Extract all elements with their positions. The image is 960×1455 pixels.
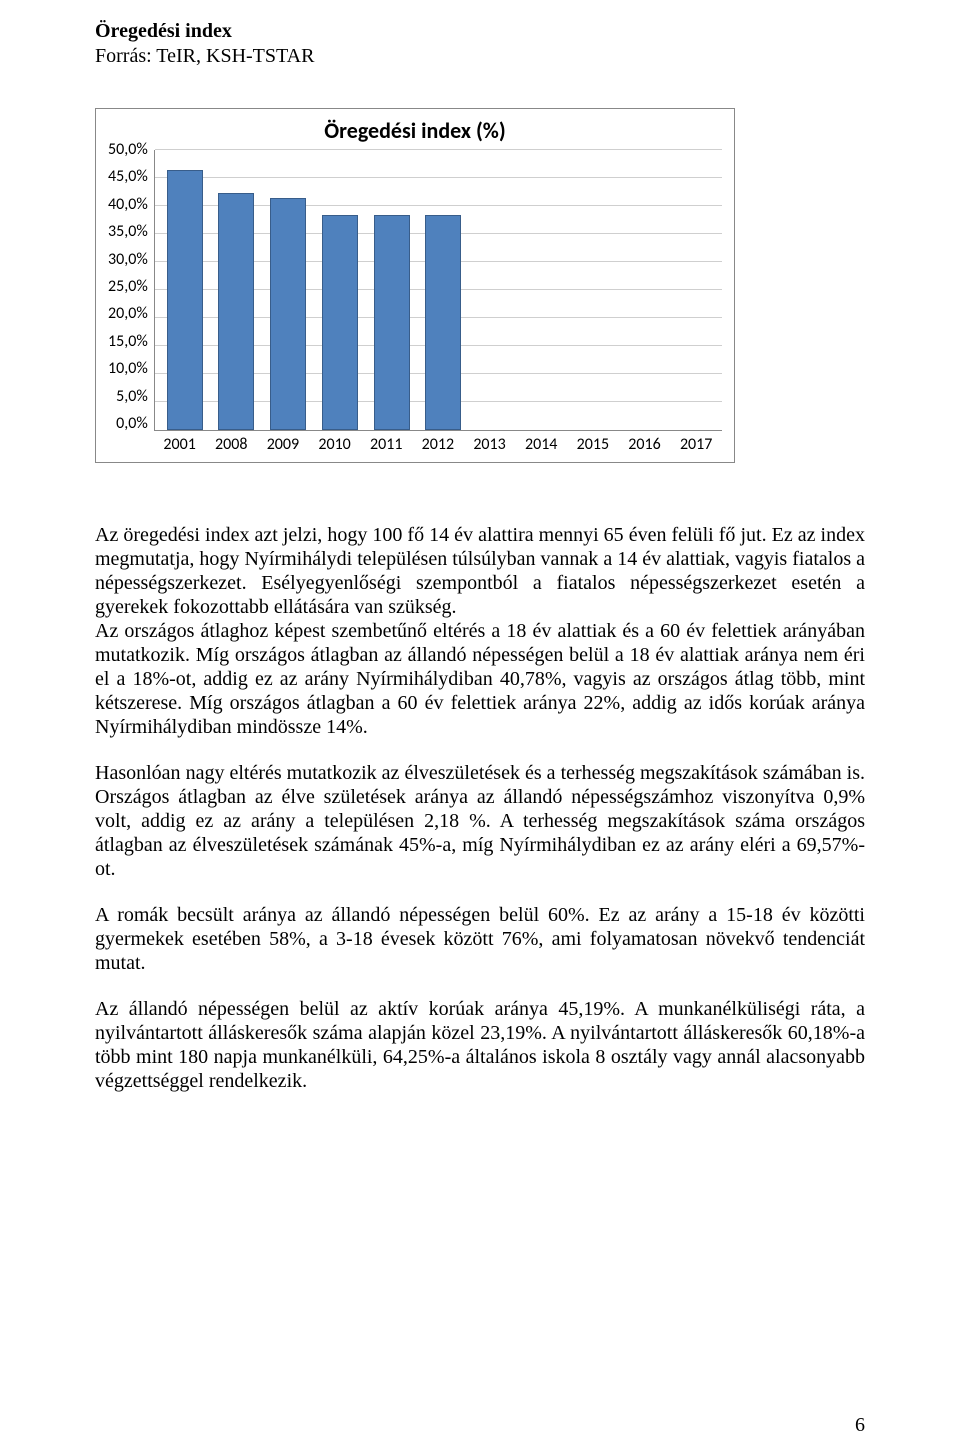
chart-bar xyxy=(425,215,461,430)
y-tick-label: 40,0% xyxy=(108,197,148,213)
body-paragraph-3: A romák becsült aránya az állandó népess… xyxy=(95,903,865,975)
chart-x-axis: 2001 2008 2009 2010 2011 2012 2013 2014 2015 2016… xyxy=(154,431,722,454)
source-line: Forrás: TeIR, KSH-TSTAR xyxy=(95,45,865,68)
y-tick-label: 30,0% xyxy=(108,252,148,268)
body-paragraph-1: Az öregedési index azt jelzi, hogy 100 f… xyxy=(95,523,865,739)
page-number: 6 xyxy=(855,1414,865,1437)
x-tick-label: 2015 xyxy=(576,435,610,454)
x-tick-label: 2008 xyxy=(214,435,248,454)
y-tick-label: 5,0% xyxy=(108,389,148,405)
chart-bar xyxy=(322,215,358,430)
x-tick-label: 2014 xyxy=(524,435,558,454)
chart-title: Öregedési index (%) xyxy=(108,117,722,144)
y-tick-label: 35,0% xyxy=(108,224,148,240)
body-paragraph-2: Hasonlóan nagy eltérés mutatkozik az élv… xyxy=(95,761,865,881)
x-tick-label: 2012 xyxy=(421,435,455,454)
y-tick-label: 45,0% xyxy=(108,169,148,185)
x-tick-label: 2001 xyxy=(163,435,197,454)
grid-line xyxy=(155,177,722,178)
chart-bar xyxy=(270,198,306,430)
y-tick-label: 25,0% xyxy=(108,279,148,295)
body-paragraph-4: Az állandó népességen belül az aktív kor… xyxy=(95,997,865,1093)
x-tick-label: 2010 xyxy=(318,435,352,454)
x-tick-label: 2013 xyxy=(473,435,507,454)
y-tick-label: 10,0% xyxy=(108,361,148,377)
x-tick-label: 2009 xyxy=(266,435,300,454)
y-tick-label: 0,0% xyxy=(108,416,148,432)
aging-index-chart: Öregedési index (%) 50,0% 45,0% 40,0% 35,0%… xyxy=(95,108,735,463)
x-tick-label: 2011 xyxy=(369,435,403,454)
x-tick-label: 2016 xyxy=(628,435,662,454)
chart-plot-area xyxy=(154,150,722,431)
chart-bar xyxy=(167,170,203,430)
page-title: Öregedési index xyxy=(95,20,865,43)
chart-bar xyxy=(218,193,254,430)
grid-line xyxy=(155,149,722,150)
y-tick-label: 15,0% xyxy=(108,334,148,350)
x-tick-label: 2017 xyxy=(679,435,713,454)
y-tick-label: 20,0% xyxy=(108,306,148,322)
chart-y-axis: 50,0%45,0%40,0%35,0%30,0%25,0%20,0%15,0%… xyxy=(108,150,154,440)
y-tick-label: 50,0% xyxy=(108,142,148,158)
chart-bar xyxy=(374,215,410,430)
